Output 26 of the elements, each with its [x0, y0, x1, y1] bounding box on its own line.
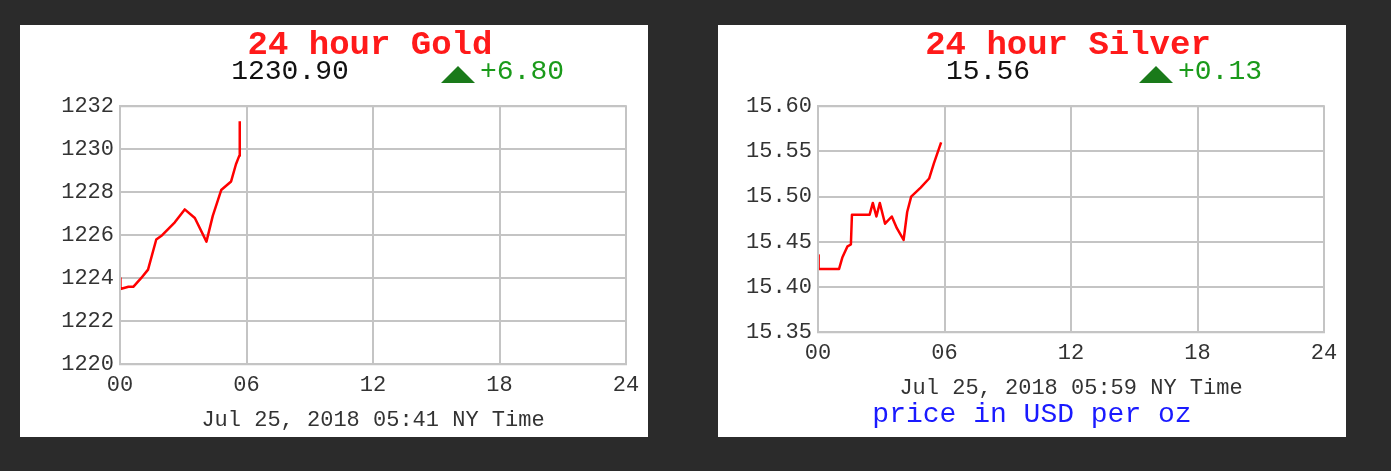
text: +6.80	[480, 56, 565, 87]
y-tick-label: 15.60	[745, 94, 812, 120]
x-tick-label: 00	[804, 341, 832, 367]
text: price in USD per oz	[871, 399, 1193, 431]
y-tick-label: 1222	[61, 309, 114, 335]
y-tick-label: 15.50	[745, 184, 812, 210]
x-tick-label: 18	[486, 373, 513, 399]
x-tick-label: 00	[106, 373, 134, 399]
y-tick-label: 1230	[61, 137, 114, 163]
x-tick-label: 12	[1057, 341, 1085, 367]
y-tick-label: 1228	[61, 180, 114, 206]
x-tick-label: 18	[1184, 341, 1211, 367]
x-tick-label: 06	[233, 373, 260, 399]
y-tick-label: 1226	[61, 223, 114, 249]
y-tick-label: 1224	[61, 266, 114, 292]
y-tick-label: 15.45	[745, 229, 812, 255]
x-tick-label: 12	[359, 373, 387, 399]
x-tick-label: 24	[612, 373, 640, 399]
y-tick-label: 15.55	[745, 139, 812, 165]
x-axis-title: Jul 25, 2018 05:59 NY Time	[899, 375, 1243, 401]
x-tick-label: 24	[1310, 341, 1338, 367]
x-axis-title: Jul 25, 2018 05:41 NY Time	[201, 407, 545, 433]
y-tick-label: 15.40	[745, 274, 812, 300]
text: +0.13	[1178, 56, 1263, 87]
y-tick-label: 1232	[61, 94, 114, 120]
x-tick-label: 06	[931, 341, 958, 367]
